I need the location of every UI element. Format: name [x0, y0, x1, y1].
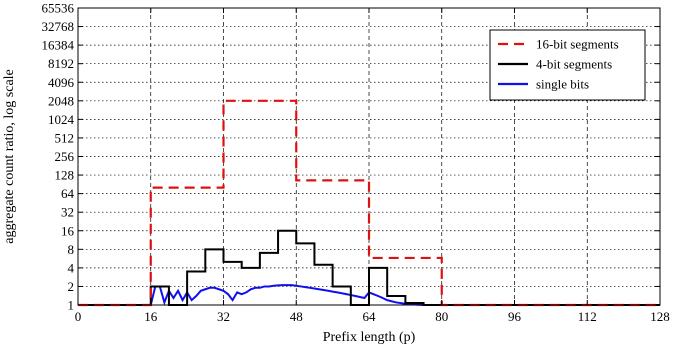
series-layer [78, 99, 660, 307]
y-tick-label: 1024 [48, 112, 75, 127]
y-axis-title: aggregate count ratio, log scale [2, 69, 17, 244]
x-tick-label: 96 [508, 309, 522, 324]
x-axis-title: Prefix length (p) [323, 330, 416, 345]
y-tick-label: 16 [61, 223, 75, 238]
x-tick-label: 128 [650, 309, 670, 324]
y-tick-label: 64 [61, 186, 75, 201]
y-tick-label: 512 [55, 130, 75, 145]
legend-label-1: 4-bit segments [536, 57, 612, 72]
y-tick-label: 256 [55, 149, 75, 164]
legend-label-2: single bits [536, 77, 589, 92]
x-tick-label: 112 [578, 309, 597, 324]
x-tick-label: 48 [290, 309, 303, 324]
y-tick-label: 2 [68, 279, 75, 294]
series-line-1 [78, 229, 660, 306]
y-tick-label: 32 [61, 205, 74, 220]
y-tick-label: 65536 [42, 1, 75, 16]
legend-label-0: 16-bit segments [536, 37, 619, 52]
x-tick-label: 32 [217, 309, 230, 324]
y-tick-label: 1 [68, 298, 75, 313]
y-tick-label: 16384 [42, 38, 75, 53]
y-tick-label: 32768 [42, 19, 75, 34]
x-tick-label: 0 [75, 309, 82, 324]
axis-ticks: 0 16 32 48 64 80 96 112 128124816326412825651210… [42, 1, 670, 325]
y-tick-label: 8192 [48, 56, 74, 71]
legend: 16-bit segments 4-bit segments single bits [489, 29, 646, 101]
x-tick-label: 64 [363, 309, 377, 324]
y-tick-label: 128 [55, 168, 75, 183]
y-tick-label: 4096 [48, 75, 75, 90]
x-tick-label: 80 [435, 309, 448, 324]
y-tick-label: 4 [68, 260, 75, 275]
y-tick-label: 2048 [48, 93, 74, 108]
y-tick-label: 8 [68, 242, 75, 257]
x-tick-label: 16 [144, 309, 158, 324]
